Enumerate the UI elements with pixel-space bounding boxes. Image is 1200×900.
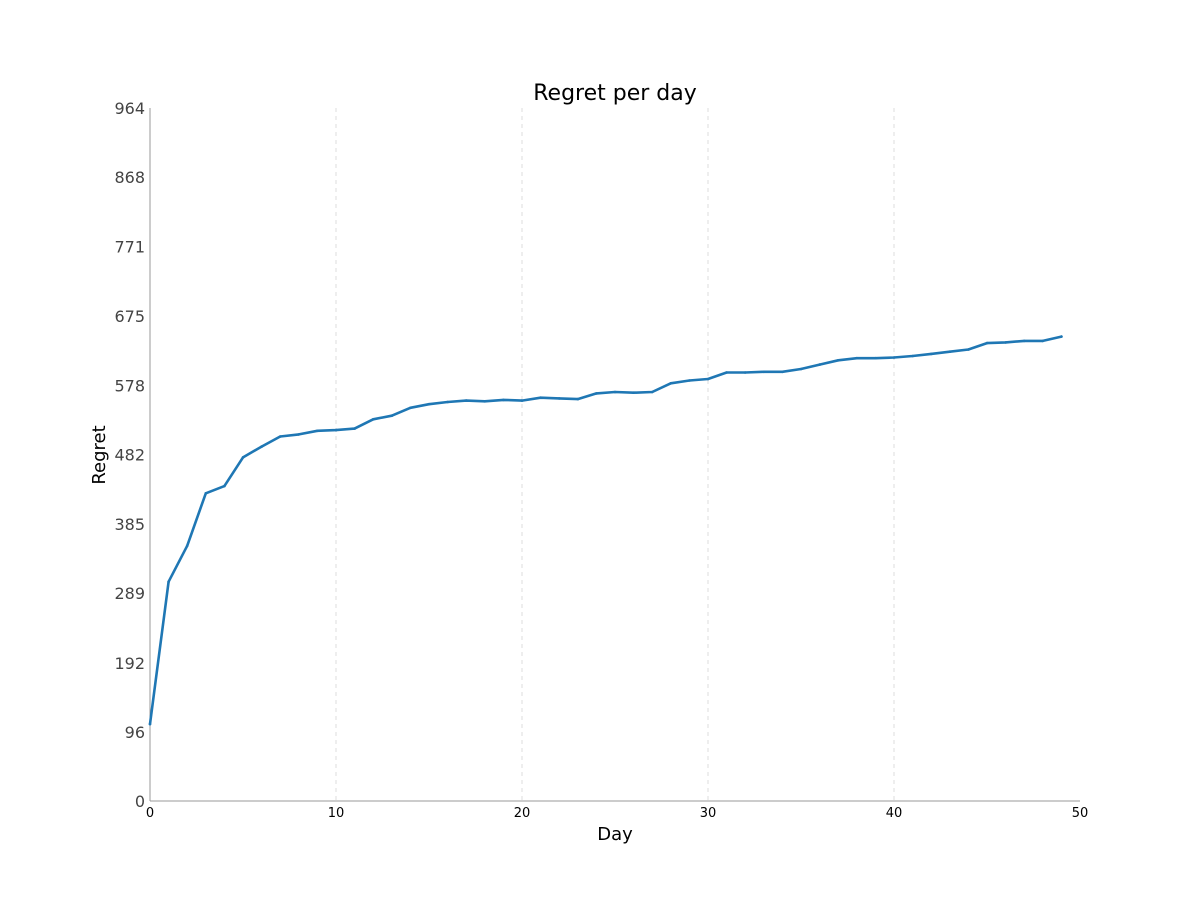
data-point — [260, 445, 263, 448]
data-point — [371, 418, 375, 421]
data-point — [929, 352, 933, 356]
x-tick-label: 30 — [700, 806, 717, 821]
x-tick-label: 20 — [514, 806, 531, 821]
data-point — [204, 492, 208, 495]
data-point — [725, 371, 728, 374]
y-tick-label: 771 — [114, 238, 145, 257]
data-point — [650, 390, 654, 394]
x-tick-label: 50 — [1072, 806, 1089, 821]
data-point — [874, 356, 877, 360]
data-point — [185, 544, 189, 548]
data-point — [390, 414, 394, 418]
data-point — [427, 402, 431, 406]
data-point — [409, 406, 412, 410]
data-point — [446, 400, 449, 404]
x-tick-label: 0 — [146, 806, 154, 821]
data-point — [539, 396, 542, 400]
data-point — [911, 354, 914, 358]
data-point — [799, 367, 803, 371]
data-point — [241, 456, 245, 459]
data-point — [520, 399, 524, 402]
data-point — [483, 400, 487, 403]
x-gridlines — [335, 108, 895, 801]
data-point — [781, 370, 784, 374]
y-axis-label: Regret — [89, 425, 110, 484]
x-axis-label: Day — [597, 824, 633, 845]
x-tick-label: 10 — [328, 806, 345, 821]
data-point — [576, 397, 580, 401]
y-tick-label: 0 — [135, 792, 145, 811]
data-point — [334, 428, 338, 432]
series-layer — [148, 335, 1063, 726]
data-point — [892, 356, 896, 359]
y-tick-label: 482 — [114, 446, 145, 465]
data-point — [948, 350, 952, 354]
data-point — [1022, 339, 1026, 343]
data-point — [278, 435, 282, 438]
x-tick-label: 40 — [886, 806, 903, 821]
data-point — [353, 427, 356, 430]
data-point — [836, 359, 840, 362]
y-tick-label: 868 — [114, 168, 145, 187]
data-point — [743, 371, 747, 374]
y-tick-label: 578 — [114, 376, 145, 395]
data-point — [1041, 339, 1045, 343]
y-tick-labels: 0 96 192 289 385 482 578 675 771 868 964 — [114, 99, 145, 811]
data-point — [688, 379, 691, 382]
data-point — [762, 370, 766, 374]
data-point — [223, 484, 226, 488]
data-point — [967, 348, 970, 351]
chart-title: Regret per day — [533, 81, 697, 106]
axes — [149, 108, 1080, 802]
data-point — [464, 399, 468, 402]
y-tick-label: 192 — [114, 654, 145, 673]
data-point — [669, 382, 673, 385]
data-point — [167, 580, 170, 583]
y-tick-label: 385 — [114, 515, 145, 534]
data-point — [855, 356, 859, 360]
data-point — [297, 433, 301, 436]
data-point — [613, 390, 617, 394]
data-point — [557, 397, 561, 400]
data-point — [316, 429, 319, 433]
y-tick-label: 289 — [114, 584, 145, 603]
data-point — [632, 391, 635, 395]
data-point — [595, 392, 598, 395]
data-point — [148, 722, 152, 726]
y-tick-label: 675 — [114, 307, 145, 326]
y-tick-label: 964 — [114, 99, 145, 118]
data-point — [818, 363, 821, 366]
data-point — [1060, 335, 1063, 338]
data-point — [1004, 341, 1007, 344]
data-point — [502, 398, 505, 402]
data-point — [706, 377, 710, 381]
y-tick-label: 96 — [125, 723, 145, 742]
data-point — [985, 341, 989, 345]
x-tick-labels: 0 10 20 30 40 50 — [146, 806, 1088, 821]
series-line — [148, 335, 1063, 726]
